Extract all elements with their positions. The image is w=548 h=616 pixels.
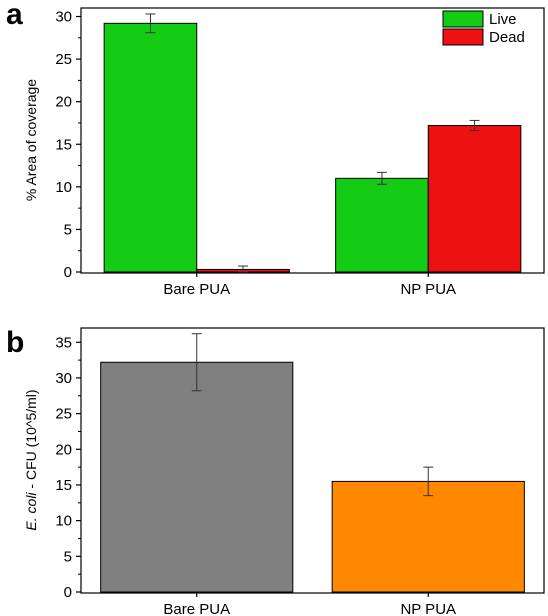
legend-swatch-live — [442, 10, 484, 28]
panel-a-x-tick-label-bare-pua: Bare PUA — [163, 281, 230, 298]
bar-np-pua-value — [331, 480, 525, 593]
panel-a-y-tick-label: 15 — [55, 136, 72, 153]
legend-swatch-dead — [442, 28, 484, 46]
panel-a-x-ticks: Bare PUA NP PUA — [163, 272, 456, 298]
panel-b-y-tick-label: 35 — [55, 334, 72, 351]
panel-b-y-tick-label: 15 — [55, 477, 72, 494]
panel-a-y-tick-label: 25 — [55, 51, 72, 68]
panel-b-y-axis-label-italic: E. coli — [23, 492, 39, 531]
panel-b-y-tick-label: 10 — [55, 513, 72, 530]
bar-np-pua-live — [335, 177, 429, 273]
panel-a-y-tick-label: 10 — [55, 179, 72, 196]
panel-a-y-tick-label: 30 — [55, 9, 72, 26]
panel-a-y-tick-label: 20 — [55, 94, 72, 111]
panel-a-bars — [103, 13, 522, 273]
legend-label-dead: Dead — [489, 29, 525, 46]
panel-a-legend: Live Dead — [442, 10, 525, 46]
panel-b-x-ticks: Bare PUA NP PUA — [163, 592, 456, 616]
panel-b-y-tick-label: 30 — [55, 370, 72, 387]
bar-bare-pua-value — [100, 361, 294, 593]
bar-bare-pua-live — [103, 22, 198, 273]
panel-b-y-tick-label: 5 — [64, 548, 72, 565]
panel-b-y-tick-label: 25 — [55, 406, 72, 423]
panel-b-label: b — [6, 326, 24, 359]
panel-b-y-axis-label-rest: - CFU (10^5/ml) — [23, 389, 39, 492]
panel-b-y-axis-label: E. coli - CFU (10^5/ml) — [23, 389, 39, 530]
panel-a-plot-frame — [80, 7, 545, 274]
panel-a-x-tick-label-np-pua: NP PUA — [400, 281, 456, 298]
panel-b-x-tick-label-np-pua: NP PUA — [400, 601, 456, 616]
panel-a-y-tick-label: 5 — [64, 221, 72, 238]
panel-a-y-tick-label: 0 — [64, 264, 72, 281]
panel-a-label: a — [6, 0, 23, 31]
panel-b-plot-frame — [80, 327, 545, 594]
legend-label-live: Live — [489, 11, 517, 28]
panel-b-bars — [100, 333, 525, 593]
panel-b-y-tick-label: 20 — [55, 441, 72, 458]
panel-b-y-tick-label: 0 — [64, 584, 72, 601]
panel-a-y-ticks: 0 5 10 15 20 25 30 — [55, 9, 81, 281]
panel-b-x-tick-label-bare-pua: Bare PUA — [163, 601, 230, 616]
panel-b-y-ticks: 0 5 10 15 20 25 30 35 — [55, 334, 81, 601]
panel-a-y-axis-label: % Area of coverage — [23, 79, 39, 201]
bar-np-pua-dead — [427, 125, 522, 273]
